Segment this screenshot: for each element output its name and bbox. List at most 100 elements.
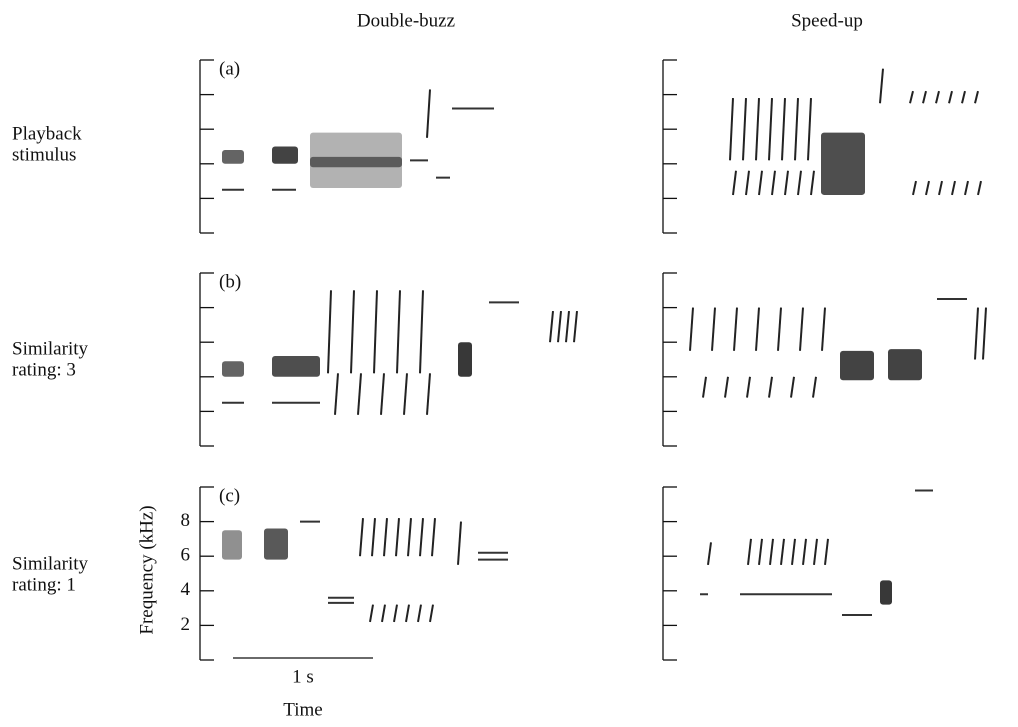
spectrogram-note xyxy=(380,373,385,415)
spectrogram-note xyxy=(935,90,940,104)
row-label: Similarity xyxy=(12,553,89,574)
spectrogram-note xyxy=(755,307,760,351)
spectrogram-note xyxy=(769,538,774,565)
spectrogram-note xyxy=(784,170,789,196)
spectrogram-note xyxy=(974,307,979,360)
spectrogram-note xyxy=(781,98,786,161)
spectrogram-note xyxy=(948,90,953,104)
spectrogram-note xyxy=(938,180,943,196)
spectrogram-note xyxy=(724,376,729,398)
row-label: stimulus xyxy=(12,144,76,165)
spectrogram-note xyxy=(909,90,914,104)
spectrogram-note xyxy=(419,518,424,557)
spectrogram-note xyxy=(812,376,817,398)
column-title: Speed-up xyxy=(791,10,863,31)
spectrogram-note xyxy=(405,604,410,623)
spectrogram-note xyxy=(794,98,799,161)
spectrogram-note xyxy=(745,170,750,196)
spectrogram-note xyxy=(964,180,969,196)
spectrogram-blob xyxy=(458,342,472,377)
row-label: rating: 3 xyxy=(12,359,76,380)
spectrogram-note xyxy=(403,373,408,415)
spectrogram-note xyxy=(565,310,570,343)
spectrogram-blob xyxy=(272,356,320,377)
y-tick-label: 2 xyxy=(181,614,191,635)
spectrogram-note xyxy=(802,538,807,565)
x-axis-label: Time xyxy=(283,699,322,720)
spectrogram-note xyxy=(747,538,752,565)
spectrogram-note xyxy=(357,373,362,415)
spectrogram-blob xyxy=(222,530,242,560)
spectrogram-note xyxy=(457,521,462,565)
spectrogram-note xyxy=(797,170,802,196)
spectrogram-note xyxy=(821,307,826,351)
spectrogram-note xyxy=(359,518,364,557)
spectrogram-blob xyxy=(272,146,298,164)
spectrogram-note xyxy=(810,170,815,196)
row-label: Similarity xyxy=(12,338,89,359)
spectrogram-note xyxy=(780,538,785,565)
spectrogram-blob xyxy=(310,156,402,168)
spectrogram-note xyxy=(771,170,776,196)
y-tick-label: 6 xyxy=(181,545,191,566)
spectrogram-note xyxy=(922,90,927,104)
spectrogram-blob xyxy=(880,580,892,605)
spectrogram-note xyxy=(746,376,751,398)
spectrogram-note xyxy=(334,373,339,415)
spectrogram-note xyxy=(729,98,734,161)
spectrogram-note xyxy=(393,604,398,623)
spectrogram-note xyxy=(383,518,388,557)
spectrogram-note xyxy=(431,518,436,557)
spectrogram-note xyxy=(974,90,979,104)
spectrogram-note xyxy=(768,376,773,398)
spectrogram-note xyxy=(879,68,884,104)
spectrogram-note xyxy=(417,604,422,623)
spectrogram-note xyxy=(350,290,355,374)
spectrogram-note xyxy=(327,290,332,374)
column-title: Double-buzz xyxy=(357,10,455,31)
spectrogram-note xyxy=(813,538,818,565)
spectrogram-note xyxy=(777,307,782,351)
panel-label: (a) xyxy=(219,58,240,79)
spectrogram-note xyxy=(557,310,562,343)
spectrogram-note xyxy=(373,290,378,374)
y-tick-label: 4 xyxy=(181,579,191,600)
spectrogram-note xyxy=(549,310,554,343)
spectrogram-note xyxy=(426,89,431,138)
spectrogram-note xyxy=(799,307,804,351)
spectrogram-blob xyxy=(222,361,244,377)
row-label: Playback xyxy=(12,123,82,144)
spectrogram-note xyxy=(758,538,763,565)
spectrogram-note xyxy=(791,538,796,565)
scale-bar-label: 1 s xyxy=(292,666,314,687)
spectrogram-note xyxy=(977,180,982,196)
spectrogram-blob xyxy=(888,349,922,381)
spectrogram-note xyxy=(758,170,763,196)
spectrogram-note xyxy=(951,180,956,196)
panel-label: (b) xyxy=(219,271,241,292)
panel-label: (c) xyxy=(219,485,240,506)
spectrogram-blob xyxy=(264,528,288,560)
spectrogram-note xyxy=(419,290,424,374)
spectrogram-note xyxy=(961,90,966,104)
spectrogram-note xyxy=(732,170,737,196)
spectrogram-note xyxy=(824,538,829,565)
spectrogram-note xyxy=(395,518,400,557)
spectrogram-blob xyxy=(222,149,244,164)
spectrogram-note xyxy=(925,180,930,196)
spectrogram-note xyxy=(702,376,707,398)
spectrogram-note xyxy=(707,542,712,565)
spectrogram-note xyxy=(711,307,716,351)
row-label: rating: 1 xyxy=(12,574,76,595)
spectrogram-note xyxy=(429,604,434,623)
spectrogram-note xyxy=(733,307,738,351)
spectrogram-note xyxy=(381,604,386,623)
spectrogram-note xyxy=(689,307,694,351)
spectrogram-note xyxy=(742,98,747,161)
spectrogram-note xyxy=(371,518,376,557)
spectrogram-blob xyxy=(821,132,865,195)
spectrogram-blob xyxy=(840,350,874,381)
spectrogram-note xyxy=(912,180,917,196)
spectrogram-note xyxy=(982,307,987,360)
spectrogram-note xyxy=(369,604,374,623)
